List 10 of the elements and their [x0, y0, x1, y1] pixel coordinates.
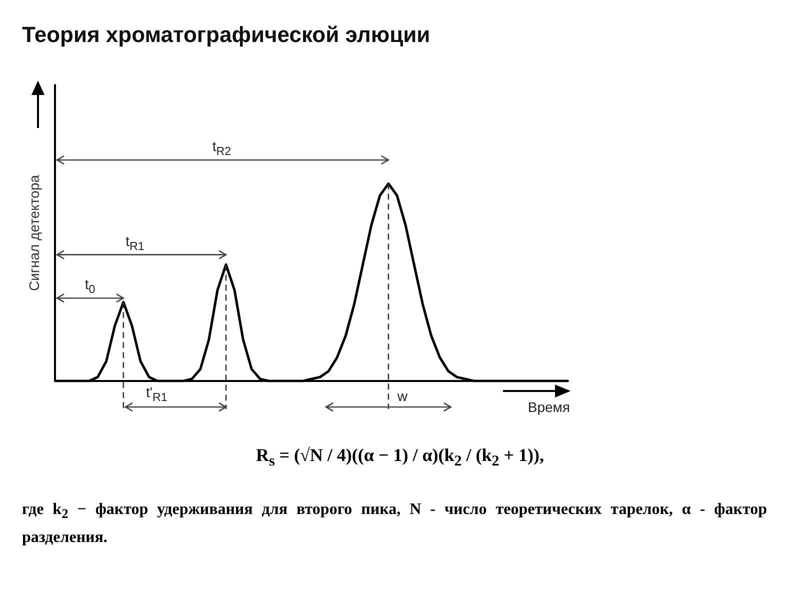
- x-axis-title: Время: [528, 399, 570, 415]
- text: t$_{R2}$: [212, 138, 232, 158]
- annotation: t$_{0}$: [84, 276, 96, 296]
- text: t'$_{R1}$: [146, 384, 168, 404]
- text: w: [397, 388, 408, 404]
- chart-title: Теория хроматографической элюции: [22, 22, 430, 48]
- text: R$_{s}$ = (√N / 4)((α − 1) / α)(k$_{2}$ / (k$_{2}$ + 1)),: [254, 445, 546, 471]
- text: где k$_{2}$ − фактор удерживания для второго пика, N - число теоретических тарелок, α - фактор разделения.: [22, 500, 767, 548]
- y-axis-title: Сигнал детектора: [26, 174, 42, 292]
- annotation: t$_{R1}$: [126, 232, 144, 253]
